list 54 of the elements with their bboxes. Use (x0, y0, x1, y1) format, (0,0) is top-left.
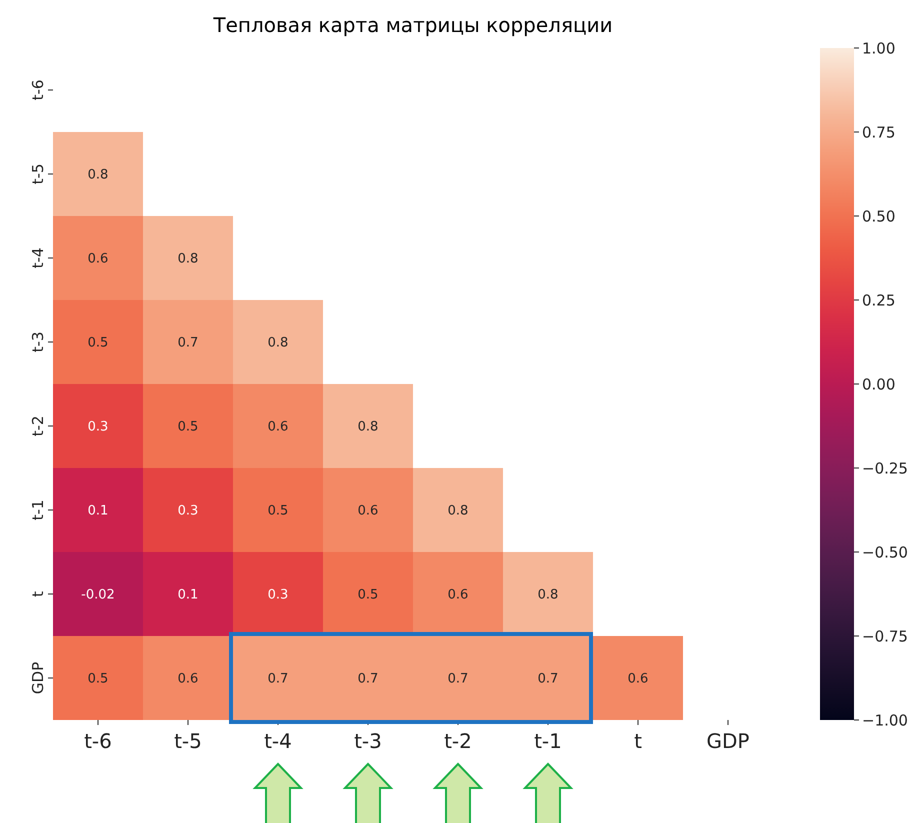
data-label: 0.1 (88, 504, 108, 519)
y-tick-label: t-4 (29, 248, 47, 268)
data-label: 0.8 (358, 420, 378, 435)
data-label: 0.6 (628, 672, 648, 687)
data-label: 0.5 (88, 672, 108, 687)
data-label: 0.6 (88, 252, 108, 267)
y-tick-label: GDP (29, 662, 47, 694)
data-label: 0.6 (178, 672, 198, 687)
color-bar-label: −0.50 (862, 543, 908, 562)
color-bar-label: −0.75 (862, 627, 908, 646)
data-label: 0.5 (178, 420, 198, 435)
color-bar-label: −1.00 (862, 711, 908, 730)
data-label: 0.6 (448, 588, 468, 603)
data-label: 0.7 (448, 672, 468, 687)
data-label: 0.8 (88, 168, 108, 183)
x-tick-label: t-4 (264, 729, 292, 753)
color-bar-label: 1.00 (862, 39, 896, 58)
data-label: 0.5 (88, 336, 108, 351)
x-tick-label: t-6 (84, 729, 112, 753)
data-label: 0.3 (268, 588, 288, 603)
data-label: 0.7 (358, 672, 378, 687)
y-tick-label: t (29, 590, 47, 597)
x-tick-label: t-2 (444, 729, 472, 753)
color-bar-label: −0.25 (862, 459, 908, 478)
chart-title: Тепловая карта матрицы корреляции (212, 13, 613, 37)
y-tick-label: t-6 (29, 80, 47, 100)
y-tick-label: t-3 (29, 332, 47, 352)
data-label: -0.02 (81, 588, 115, 603)
y-tick-label: t-1 (29, 500, 47, 520)
color-bar-label: 0.25 (862, 291, 896, 310)
data-label: 0.1 (178, 588, 198, 603)
color-bar-label: 0.50 (862, 207, 896, 226)
data-label: 0.7 (178, 336, 198, 351)
data-label: 0.3 (178, 504, 198, 519)
data-label: 0.8 (178, 252, 198, 267)
x-tick-label: t-1 (534, 729, 562, 753)
data-label: 0.3 (88, 420, 108, 435)
data-label: 0.8 (538, 588, 558, 603)
data-label: 0.7 (538, 672, 558, 687)
x-tick-label: t (634, 729, 642, 753)
color-bar-label: 0.00 (862, 375, 896, 394)
data-label: 0.5 (358, 588, 378, 603)
data-label: 0.8 (448, 504, 468, 519)
data-label: 0.6 (358, 504, 378, 519)
y-tick-label: t-5 (29, 164, 47, 184)
x-tick-label: GDP (706, 729, 750, 753)
data-label: 0.8 (268, 336, 288, 351)
data-label: 0.6 (268, 420, 288, 435)
x-tick-label: t-3 (354, 729, 382, 753)
color-bar-label: 0.75 (862, 123, 896, 142)
data-label: 0.7 (268, 672, 288, 687)
x-tick-label: t-5 (174, 729, 202, 753)
data-label: 0.5 (268, 504, 288, 519)
y-tick-label: t-2 (29, 416, 47, 436)
